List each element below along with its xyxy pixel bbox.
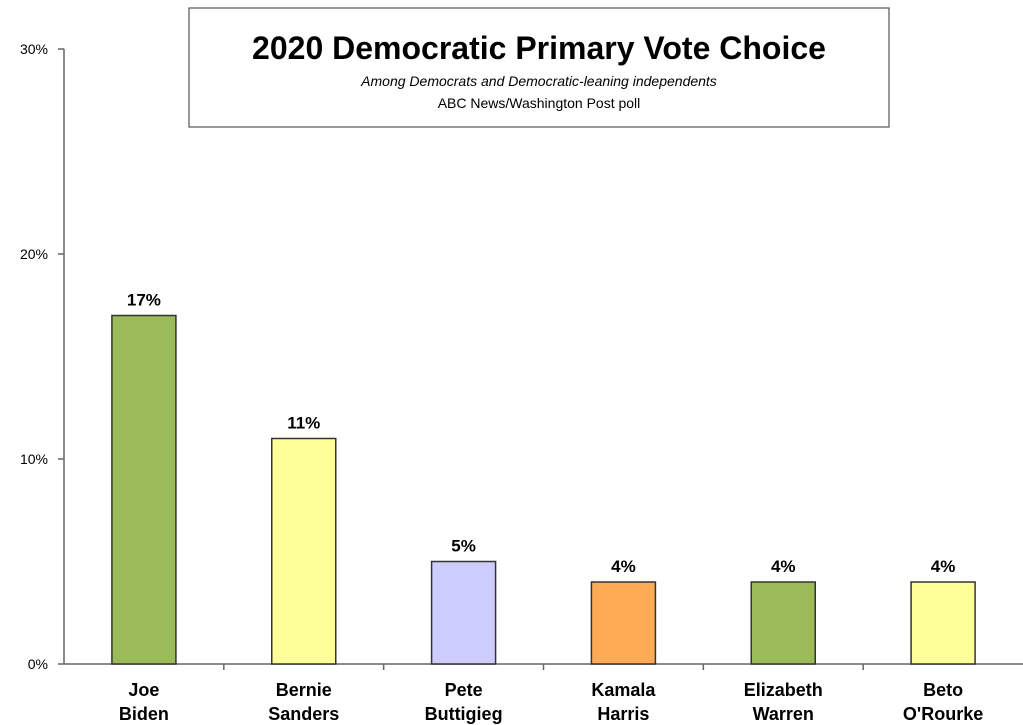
data-label: 4% [771, 557, 796, 576]
chart-source: ABC News/Washington Post poll [438, 95, 641, 111]
bars: 17% 11% 5% 4% 4% 4% [111, 291, 976, 665]
x-category-label: Joe Biden [119, 680, 169, 724]
title-box [188, 7, 890, 128]
data-label: 4% [611, 557, 636, 576]
y-tick-label: 20% [20, 246, 48, 262]
y-tick-label: 0% [28, 656, 48, 672]
bar [590, 581, 657, 665]
bar [910, 581, 976, 665]
x-category-label-line: Buttigieg [425, 704, 503, 724]
x-category-label-line: Beto [923, 680, 963, 700]
x-category-label-line: Biden [119, 704, 169, 724]
chart-subtitle: Among Democrats and Democratic-leaning i… [360, 73, 717, 89]
x-category-label-line: Joe [128, 680, 159, 700]
x-category-label-line: Harris [597, 704, 649, 724]
x-category-label-line: Pete [445, 680, 483, 700]
y-tick-label: 30% [20, 41, 48, 57]
x-category-label: Elizabeth Warren [744, 680, 823, 724]
x-category-label-line: Bernie [276, 680, 332, 700]
x-category-label: Bernie Sanders [268, 680, 339, 724]
bar [111, 314, 177, 665]
bar [750, 581, 816, 665]
axes [63, 49, 1023, 665]
title-box-group: 2020 Democratic Primary Vote Choice Amon… [188, 7, 890, 128]
bar [430, 560, 497, 665]
data-label: 17% [127, 291, 161, 310]
x-category-label-line: Elizabeth [744, 680, 823, 700]
data-label: 11% [287, 414, 320, 433]
y-axis-ticks: 0% 10% 20% 30% [20, 41, 864, 672]
x-axis-labels: Joe Biden Bernie Sanders Pete Buttigieg Kamala… [119, 680, 983, 724]
bar [271, 437, 337, 665]
x-category-label-line: Sanders [268, 704, 339, 724]
x-category-label: Pete Buttigieg [425, 680, 503, 724]
x-category-label-line: O'Rourke [903, 704, 983, 724]
y-tick-label: 10% [20, 451, 48, 467]
chart-title: 2020 Democratic Primary Vote Choice [252, 30, 826, 66]
data-label: 5% [451, 537, 476, 556]
x-category-label: Kamala Harris [591, 680, 656, 724]
x-category-label-line: Kamala [591, 680, 656, 700]
data-label: 4% [931, 557, 956, 576]
x-category-label: Beto O'Rourke [903, 680, 983, 724]
x-category-label-line: Warren [753, 704, 814, 724]
